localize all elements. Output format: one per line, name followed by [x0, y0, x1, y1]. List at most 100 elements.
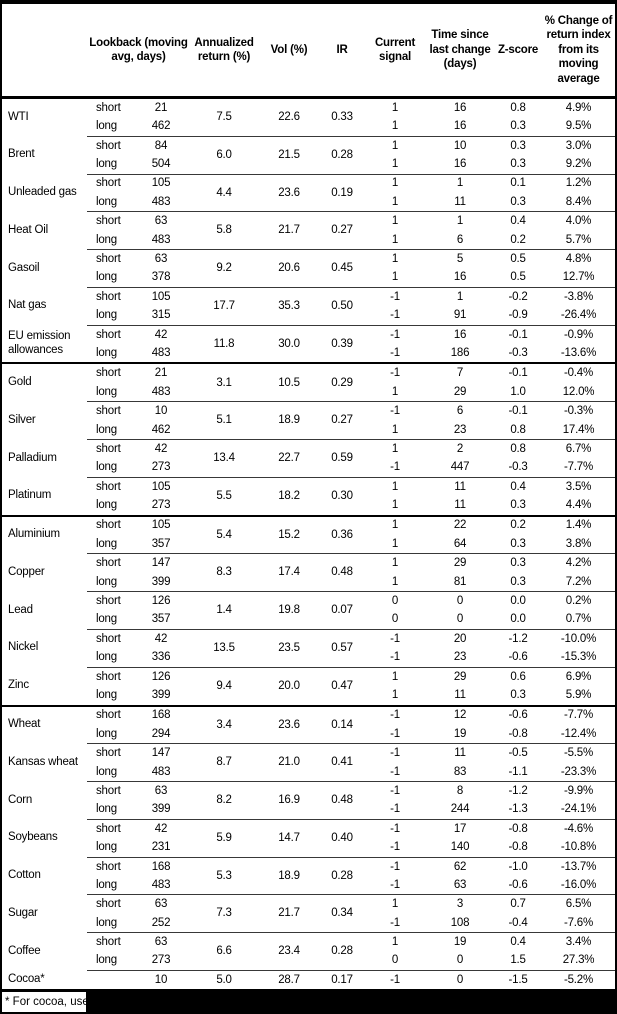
lookback-value: 42 [132, 324, 191, 345]
vol-value: 22.7 [258, 439, 321, 478]
lookback-value: 462 [151, 423, 171, 436]
time-since-value: 244 [450, 803, 470, 816]
lookback-value: 252 [151, 916, 171, 929]
ir-value: 0.27 [320, 401, 365, 440]
signal-value: 1 [364, 249, 427, 269]
signal-value: -1 [364, 969, 427, 993]
annualized-return-value: 9.4 [190, 666, 259, 706]
commodity-row: long 273 1 11 0.3 4.4% [2, 496, 615, 515]
time-since-value: 11 [454, 688, 466, 701]
pct-change-value: 1.2% [542, 173, 615, 193]
commodity-row: long 336 -1 23 -0.6 -15.3% [2, 648, 615, 667]
annualized-return-value: 5.1 [190, 401, 259, 440]
zscore-value: 0.3 [494, 135, 543, 156]
signal-value: -1 [364, 781, 427, 801]
annualized-return-value: 5.0 [190, 969, 259, 993]
position-label: long [96, 120, 117, 133]
signal-value: 1 [364, 553, 427, 573]
commodity-row: long 357 1 64 0.3 3.8% [2, 535, 615, 554]
commodity-name: Palladium [8, 451, 57, 464]
pct-change-value: -26.4% [560, 309, 597, 322]
vol-value: 15.2 [258, 514, 321, 554]
zscore-value: 0.4 [494, 211, 543, 231]
lookback-value: 357 [151, 537, 171, 550]
commodity-row: Unleaded gas short 105 4.4 23.6 0.19 1 1 0.1 1.2% [2, 173, 615, 212]
time-since-value: 22 [426, 514, 495, 535]
lookback-value: 168 [132, 856, 191, 877]
ir-value: 0.28 [320, 932, 365, 971]
pct-change-value: 3.0% [542, 135, 615, 156]
zscore-value: 0.1 [494, 173, 543, 193]
position-label: long [96, 575, 117, 588]
position-label: long [96, 878, 117, 891]
signal-value: 1 [391, 575, 399, 588]
signal-value: -1 [364, 362, 427, 383]
signal-value: 1 [391, 158, 399, 171]
commodity-row: Copper short 147 8.3 17.4 0.48 1 29 0.3 4.2% [2, 553, 615, 592]
time-since-value: 16 [453, 120, 467, 133]
commodity-name: Sugar [8, 906, 38, 919]
header-zscore: Z-score [494, 4, 543, 99]
ir-value: 0.48 [320, 781, 365, 820]
position-label: long [96, 346, 117, 359]
signal-value: 1 [364, 173, 427, 193]
signal-value: 0 [391, 954, 399, 967]
signal-value: 1 [391, 101, 399, 114]
commodity-row: Brent short 84 6.0 21.5 0.28 1 10 0.3 3.0% [2, 135, 615, 175]
time-since-value: 19 [453, 727, 467, 740]
zscore-value: -1.1 [508, 765, 528, 778]
signal-value: 1 [391, 195, 399, 208]
pct-change-value: 12.0% [562, 385, 595, 398]
commodity-row: Gold short 21 3.1 10.5 0.29 -1 7 -0.1 -0.4% [2, 362, 615, 402]
zscore-value: 0.2 [510, 233, 526, 246]
lookback-value: 42 [132, 818, 191, 839]
commodity-name: Wheat [2, 704, 87, 744]
zscore-value: -0.8 [508, 841, 528, 854]
zscore-value: 0.3 [510, 537, 526, 550]
lookback-value: 147 [132, 743, 191, 763]
lookback-value: 399 [151, 688, 171, 701]
pct-change-value: 9.2% [565, 158, 592, 171]
header-pct-change: % Change of return index from its moving… [542, 4, 615, 99]
signal-value: 1 [391, 537, 399, 550]
zscore-value: 0.5 [494, 249, 543, 269]
signal-value: 1 [364, 439, 427, 459]
commodity-name: Copper [8, 565, 45, 578]
commodity-row: long 462 1 23 0.8 17.4% [2, 421, 615, 440]
commodity-signals-table: Lookback (moving avg, days) Annualized r… [2, 4, 615, 993]
commodity-row: long 483 1 29 1.0 12.0% [2, 383, 615, 402]
commodity-name: Coffee [8, 944, 41, 957]
commodity-row: long 273 -1 447 -0.3 -7.7% [2, 458, 615, 477]
pct-change-value: 12.7% [562, 271, 595, 284]
position-label: short [87, 818, 132, 839]
lookback-value: 504 [151, 158, 171, 171]
commodity-name: Nickel [8, 641, 39, 654]
time-since-value: 19 [426, 932, 495, 952]
zscore-value: -0.6 [494, 704, 543, 725]
pct-change-value: -0.9% [542, 324, 615, 345]
pct-change-value: 3.4% [542, 932, 615, 952]
signal-value: -1 [390, 878, 400, 891]
lookback-value: 84 [132, 135, 191, 156]
zscore-value: -0.9 [508, 309, 528, 322]
commodity-row: long 483 1 6 0.2 5.7% [2, 231, 615, 250]
position-label: long [96, 727, 117, 740]
annualized-return-value: 8.3 [190, 553, 259, 592]
commodity-row: long 483 -1 63 -0.6 -16.0% [2, 876, 615, 895]
signal-value: 1 [391, 423, 399, 436]
position-label: short [87, 514, 132, 535]
vol-value: 21.7 [258, 894, 321, 933]
commodity-row: long 399 1 11 0.3 5.9% [2, 686, 615, 705]
zscore-value: -0.6 [508, 878, 528, 891]
position-label: short [87, 324, 132, 345]
signal-value: -1 [390, 803, 400, 816]
lookback-value: 315 [151, 309, 171, 322]
pct-change-value: -0.4% [542, 362, 615, 383]
time-since-value: 16 [453, 158, 467, 171]
zscore-value: -0.2 [494, 286, 543, 307]
annualized-return-value: 6.6 [190, 932, 259, 971]
time-since-value: 11 [454, 195, 466, 208]
annualized-return-value: 5.4 [190, 514, 259, 554]
signal-value: 1 [364, 476, 427, 497]
vol-value: 18.2 [258, 476, 321, 516]
